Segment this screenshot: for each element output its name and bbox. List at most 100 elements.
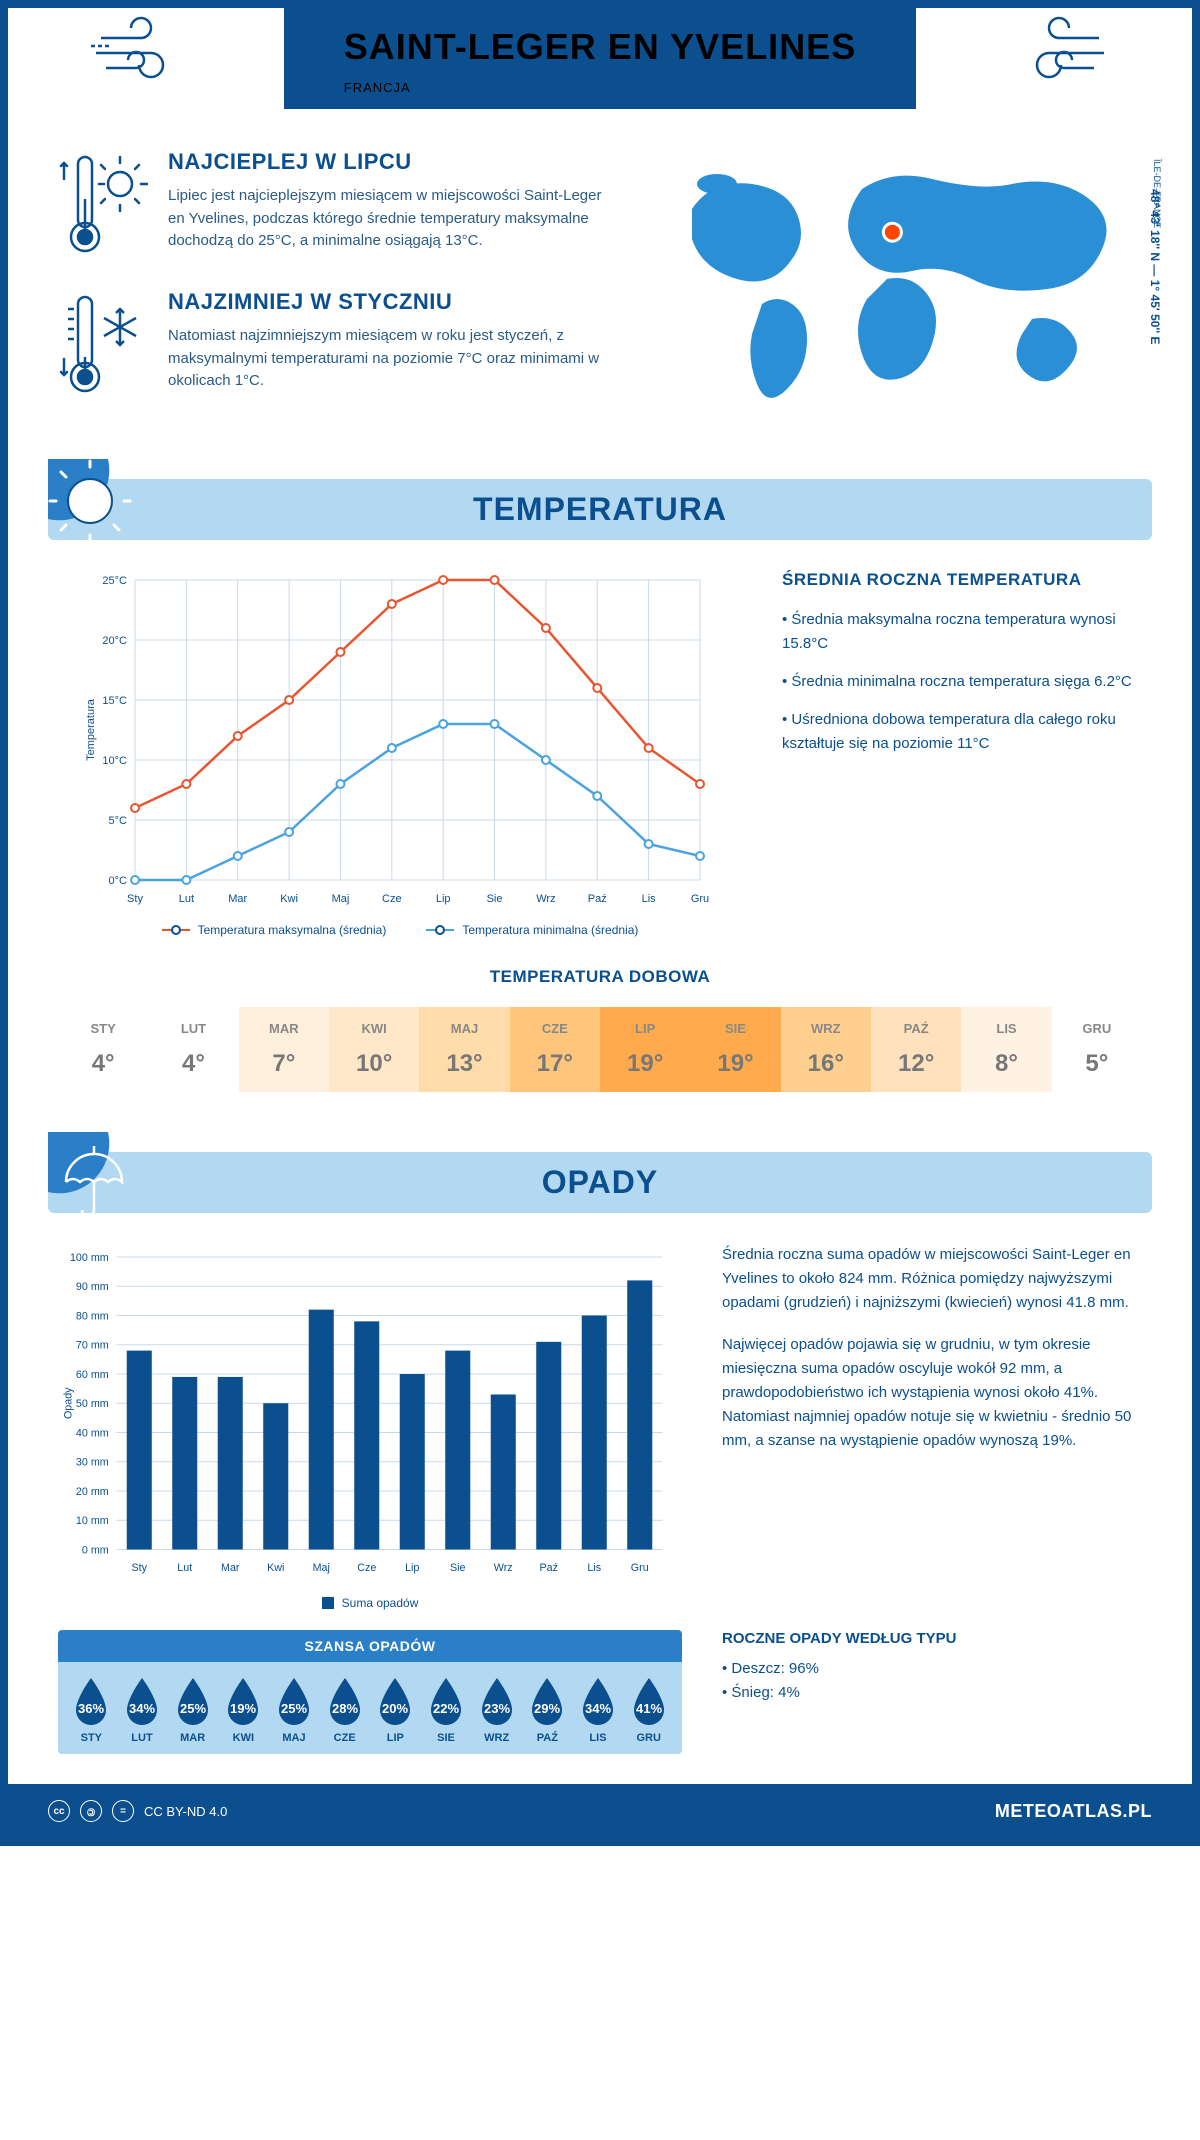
coords-label: 48° 43' 18'' N — 1° 45' 50'' E	[1148, 189, 1162, 344]
chance-drop: 22% SIE	[423, 1676, 470, 1744]
svg-text:5°C: 5°C	[109, 815, 128, 827]
svg-text:Wrz: Wrz	[536, 893, 555, 905]
svg-text:70 mm: 70 mm	[76, 1340, 109, 1352]
chance-drop: 25% MAJ	[271, 1676, 318, 1744]
precip-p1: Średnia roczna suma opadów w miejscowośc…	[722, 1243, 1142, 1315]
temperature-side-text: ŚREDNIA ROCZNA TEMPERATURA • Średnia mak…	[782, 570, 1142, 937]
svg-text:Kwi: Kwi	[267, 1562, 284, 1574]
daily-temp-title: TEMPERATURA DOBOWA	[58, 967, 1142, 987]
svg-text:Maj: Maj	[313, 1562, 330, 1574]
chance-drop: 19% KWI	[220, 1676, 267, 1744]
legend-swatch-precip	[322, 1597, 334, 1609]
svg-text:Paź: Paź	[588, 893, 607, 905]
daily-temp-month: PAŹ	[871, 1021, 961, 1036]
svg-text:80 mm: 80 mm	[76, 1310, 109, 1322]
temp-bullet: • Uśredniona dobowa temperatura dla całe…	[782, 708, 1142, 756]
raindrop-icon: 41%	[628, 1676, 670, 1728]
legend-precip-label: Suma opadów	[342, 1596, 419, 1610]
svg-text:25°C: 25°C	[102, 575, 127, 587]
svg-text:36%: 36%	[78, 1701, 104, 1716]
daily-temp-month: LIS	[961, 1021, 1051, 1036]
svg-text:22%: 22%	[433, 1701, 459, 1716]
svg-text:Lut: Lut	[177, 1562, 192, 1574]
chance-month-label: CZE	[321, 1732, 368, 1744]
svg-text:Temperatura: Temperatura	[85, 698, 97, 761]
chance-drop: 29% PAŹ	[524, 1676, 571, 1744]
nd-icon: =	[112, 1800, 134, 1822]
daily-temp-month: CZE	[510, 1021, 600, 1036]
chance-month-label: MAJ	[271, 1732, 318, 1744]
svg-text:25%: 25%	[281, 1701, 307, 1716]
raindrop-icon: 23%	[476, 1676, 518, 1728]
thermometer-cold-icon	[58, 289, 148, 399]
daily-temp-cell: MAR7°	[239, 1007, 329, 1092]
world-map-icon	[662, 149, 1142, 409]
cc-icon: cc	[48, 1800, 70, 1822]
raindrop-icon: 25%	[172, 1676, 214, 1728]
svg-text:15°C: 15°C	[102, 695, 127, 707]
chance-drop: 34% LUT	[119, 1676, 166, 1744]
daily-temp-cell: PAŹ 12°	[871, 1007, 961, 1092]
chance-title: SZANSA OPADÓW	[58, 1630, 682, 1662]
svg-text:Lis: Lis	[642, 893, 657, 905]
chance-month-label: LIS	[575, 1732, 622, 1744]
chance-drop: 36% STY	[68, 1676, 115, 1744]
daily-temp-value: 12°	[871, 1050, 961, 1078]
daily-temp-month: WRZ	[781, 1021, 871, 1036]
temperature-section-header: TEMPERATURA	[48, 479, 1152, 540]
temperature-chart-row: 0°C5°C10°C15°C20°C25°CStyLutMarKwiMajCze…	[8, 570, 1192, 967]
raindrop-icon: 36%	[70, 1676, 112, 1728]
svg-text:Sty: Sty	[127, 893, 143, 905]
svg-text:Gru: Gru	[691, 893, 709, 905]
coldest-title: NAJZIMNIEJ W STYCZNIU	[168, 289, 622, 315]
svg-text:100 mm: 100 mm	[70, 1252, 109, 1264]
svg-text:Sty: Sty	[132, 1562, 148, 1574]
chance-month-label: STY	[68, 1732, 115, 1744]
site-label: METEOATLAS.PL	[995, 1801, 1152, 1822]
chance-month-label: SIE	[423, 1732, 470, 1744]
svg-text:Lip: Lip	[405, 1562, 419, 1574]
svg-text:20°C: 20°C	[102, 635, 127, 647]
daily-temp-cell: SIE19°	[690, 1007, 780, 1092]
daily-temp-month: SIE	[690, 1021, 780, 1036]
svg-text:20 mm: 20 mm	[76, 1486, 109, 1498]
daily-temp-month: LUT	[148, 1021, 238, 1036]
precipitation-side-text: Średnia roczna suma opadów w miejscowośc…	[722, 1243, 1142, 1610]
daily-temp-cell: MAJ13°	[419, 1007, 509, 1092]
daily-temp-cell: LIS8°	[961, 1007, 1051, 1092]
sun-icon	[48, 459, 148, 559]
wind-icon-right	[999, 8, 1109, 88]
svg-text:Lis: Lis	[587, 1562, 601, 1574]
daily-temp-month: KWI	[329, 1021, 419, 1036]
raindrop-icon: 34%	[577, 1676, 619, 1728]
legend-min-label: Temperatura minimalna (średnia)	[462, 923, 638, 937]
precipitation-section-header: OPADY	[48, 1152, 1152, 1213]
svg-text:30 mm: 30 mm	[76, 1457, 109, 1469]
raindrop-icon: 29%	[526, 1676, 568, 1728]
header: SAINT-LEGER EN YVELINES FRANCJA	[8, 8, 1192, 109]
svg-text:34%: 34%	[129, 1701, 155, 1716]
legend-swatch-min	[426, 929, 454, 931]
svg-text:Wrz: Wrz	[494, 1562, 513, 1574]
svg-text:Sie: Sie	[487, 893, 503, 905]
raindrop-icon: 34%	[121, 1676, 163, 1728]
chance-month-label: WRZ	[473, 1732, 520, 1744]
daily-temp-value: 13°	[419, 1050, 509, 1078]
legend-swatch-max	[162, 929, 190, 931]
precip-p2: Najwięcej opadów pojawia się w grudniu, …	[722, 1333, 1142, 1453]
temp-bullet: • Średnia minimalna roczna temperatura s…	[782, 670, 1142, 694]
umbrella-icon	[48, 1132, 148, 1232]
chance-drop: 25% MAR	[169, 1676, 216, 1744]
svg-text:0°C: 0°C	[109, 875, 128, 887]
license-label: CC BY-ND 4.0	[144, 1804, 227, 1819]
daily-temp-value: 17°	[510, 1050, 600, 1078]
chance-drop: 20% LIP	[372, 1676, 419, 1744]
wind-icon-left	[91, 8, 201, 88]
chance-month-label: LIP	[372, 1732, 419, 1744]
svg-text:40 mm: 40 mm	[76, 1427, 109, 1439]
daily-temp-cell: CZE 17°	[510, 1007, 600, 1092]
coldest-block: NAJZIMNIEJ W STYCZNIU Natomiast najzimni…	[58, 289, 622, 399]
temp-side-title: ŚREDNIA ROCZNA TEMPERATURA	[782, 570, 1142, 590]
svg-text:Opady: Opady	[63, 1387, 75, 1419]
by-type-line: • Deszcz: 96%	[722, 1657, 1142, 1681]
